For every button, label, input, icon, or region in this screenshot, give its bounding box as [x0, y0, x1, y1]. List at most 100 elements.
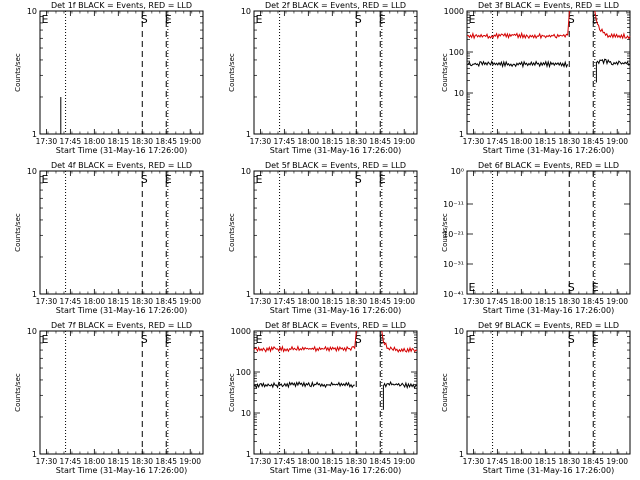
plot-frame: [466, 10, 631, 135]
panel-title: Det 4f BLACK = Events, RED = LLD: [51, 161, 192, 170]
x-tick-label: 19:00: [606, 297, 628, 306]
x-tick-label: 18:30: [558, 297, 580, 306]
x-tick-label: 19:00: [179, 457, 201, 466]
y-tick-label: 100: [236, 368, 251, 377]
y-tick-label: 1: [32, 290, 37, 299]
x-tick-label: 18:45: [155, 137, 177, 146]
x-axis-label: Start Time (31-May-16 17:26:00): [56, 306, 187, 315]
plot-frame: [39, 330, 204, 455]
panel-det-5f: Det 5f BLACK = Events, RED = LLD 1 10 17:30…: [228, 161, 418, 315]
marker-label-s: S: [568, 13, 575, 26]
y-tick-label: 10⁰: [451, 167, 464, 176]
x-tick-label: 18:00: [511, 137, 533, 146]
plot-frame: [39, 170, 204, 295]
y-tick-label: 1: [32, 450, 37, 459]
y-axis-label: Counts/sec: [441, 373, 449, 412]
marker-label-e: E: [379, 13, 386, 26]
y-tick-label: 1: [459, 450, 464, 459]
x-tick-label: 17:45: [274, 457, 296, 466]
x-tick-label: 17:30: [250, 457, 272, 466]
marker-label-e: E: [165, 13, 172, 26]
x-tick-label: 18:30: [345, 137, 367, 146]
panel-title: Det 5f BLACK = Events, RED = LLD: [265, 161, 406, 170]
marker-label-e: E: [42, 333, 49, 346]
x-tick-label: 17:45: [60, 137, 82, 146]
x-axis-label: Start Time (31-May-16 17:26:00): [56, 146, 187, 155]
x-tick-label: 19:00: [393, 137, 415, 146]
x-tick-label: 18:30: [131, 457, 153, 466]
x-tick-label: 18:15: [107, 457, 129, 466]
x-tick-label: 17:45: [60, 457, 82, 466]
x-tick-label: 18:15: [321, 457, 343, 466]
panel-det-2f: Det 2f BLACK = Events, RED = LLD 1 10 17:30…: [228, 1, 418, 155]
x-tick-label: 18:15: [534, 457, 556, 466]
x-tick-label: 18:15: [534, 137, 556, 146]
y-tick-label: 10⁻²¹: [443, 230, 464, 239]
panel-det-4f: Det 4f BLACK = Events, RED = LLD 1 10 17:30…: [14, 161, 204, 315]
panel-det-6f: Det 6f BLACK = Events, RED = LLD 10⁰ 10⁻¹¹…: [441, 161, 631, 315]
y-axis-label: Counts/sec: [441, 53, 449, 92]
y-tick-label: 1: [459, 130, 464, 139]
x-tick-label: 18:45: [369, 457, 391, 466]
x-axis-label: Start Time (31-May-16 17:26:00): [483, 306, 614, 315]
x-tick-label: 18:15: [107, 297, 129, 306]
series-red-line: [466, 11, 570, 40]
marker-label-e: E: [42, 173, 49, 186]
marker-label-s: S: [355, 333, 362, 346]
y-tick-label: 10: [27, 327, 37, 336]
x-tick-label: 18:30: [131, 297, 153, 306]
x-axis-label: Start Time (31-May-16 17:26:00): [56, 466, 187, 475]
y-axis-label: Counts/sec: [441, 213, 449, 252]
x-tick-label: 19:00: [179, 137, 201, 146]
series-black-line: [466, 59, 569, 69]
x-tick-label: 18:45: [155, 297, 177, 306]
panel-det-7f: Det 7f BLACK = Events, RED = LLD 1 10 17:30…: [14, 321, 204, 475]
panel-det-9f: Det 9f BLACK = Events, RED = LLD 1 10 17:30…: [441, 321, 631, 475]
y-axis-label: Counts/sec: [14, 213, 22, 252]
marker-label-e: E: [42, 13, 49, 26]
y-tick-label: 10: [241, 167, 251, 176]
x-tick-label: 18:00: [298, 297, 320, 306]
y-tick-label: 1000: [444, 7, 464, 16]
x-axis-label: Start Time (31-May-16 17:26:00): [270, 306, 401, 315]
x-tick-label: 17:45: [60, 297, 82, 306]
x-tick-label: 18:15: [107, 137, 129, 146]
x-axis-label: Start Time (31-May-16 17:26:00): [270, 466, 401, 475]
y-axis-label: Counts/sec: [228, 53, 236, 92]
x-tick-label: 18:15: [534, 297, 556, 306]
x-tick-label: 17:30: [250, 297, 272, 306]
y-tick-label: 10⁻¹¹: [443, 200, 464, 209]
x-tick-label: 19:00: [179, 297, 201, 306]
panel-det-8f: Det 8f BLACK = Events, RED = LLD 1 10 100 10…: [228, 321, 418, 475]
series-black-line: [382, 380, 418, 410]
panel-det-1f: Det 1f BLACK = Events, RED = LLD 1 10 17:30…: [14, 1, 204, 155]
marker-label-s: S: [355, 13, 362, 26]
marker-label-s: S: [141, 333, 148, 346]
x-tick-label: 17:30: [463, 457, 485, 466]
x-tick-label: 17:30: [250, 137, 272, 146]
x-tick-label: 17:45: [487, 137, 509, 146]
plot-frame: [253, 330, 418, 455]
x-tick-label: 18:00: [84, 457, 106, 466]
x-tick-label: 18:15: [321, 297, 343, 306]
x-tick-label: 19:00: [393, 457, 415, 466]
plot-frame: [39, 10, 204, 135]
x-tick-label: 18:00: [298, 137, 320, 146]
marker-label-s: S: [141, 13, 148, 26]
y-tick-label: 1000: [231, 327, 251, 336]
x-tick-label: 17:30: [463, 137, 485, 146]
x-tick-label: 19:00: [393, 297, 415, 306]
y-tick-label: 1: [246, 290, 251, 299]
marker-label-e: E: [469, 13, 476, 26]
marker-label-e: E: [592, 333, 599, 346]
x-tick-label: 18:45: [155, 457, 177, 466]
x-tick-label: 18:45: [582, 457, 604, 466]
plot-frame: [466, 170, 631, 295]
y-tick-label: 1: [32, 130, 37, 139]
series-black-line: [595, 58, 631, 83]
x-tick-label: 18:00: [298, 457, 320, 466]
panel-title: Det 3f BLACK = Events, RED = LLD: [478, 1, 619, 10]
plot-frame: [466, 330, 631, 455]
x-tick-label: 18:45: [369, 297, 391, 306]
